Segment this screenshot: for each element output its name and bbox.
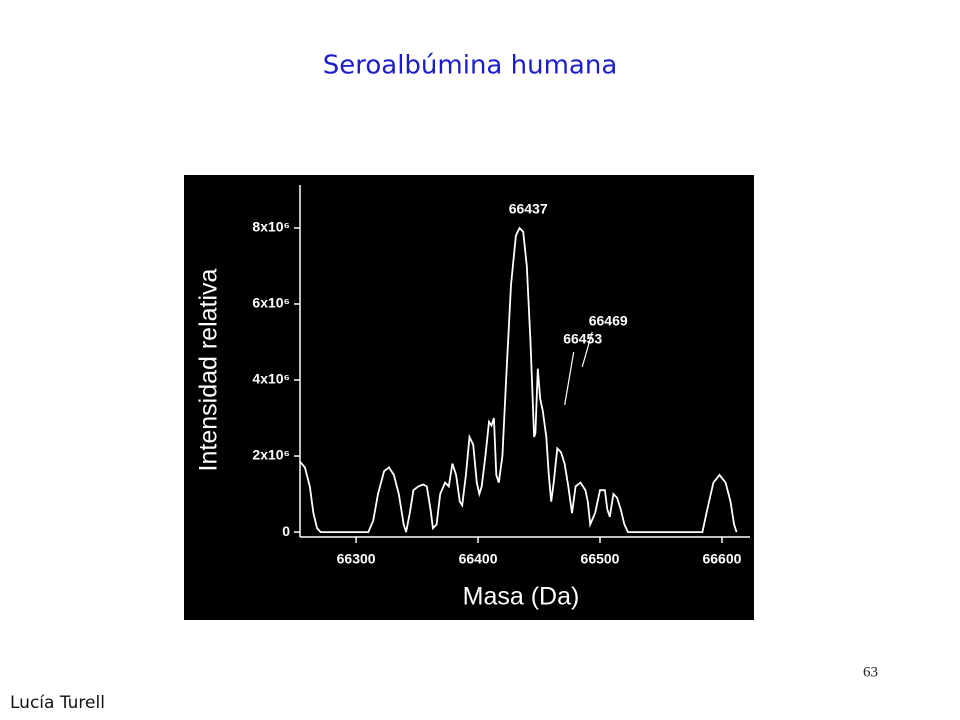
y-tick-label: 4x10⁶ (252, 371, 290, 387)
x-tick-label: 66500 (581, 551, 620, 567)
x-tick-label: 66600 (702, 551, 741, 567)
peak-label: 66437 (509, 201, 548, 217)
y-tick-label: 8x10⁶ (252, 219, 290, 235)
slide-title: Seroalbúmina humana (323, 51, 618, 81)
y-tick-label: 6x10⁶ (252, 295, 290, 311)
x-tick-label: 66300 (337, 551, 376, 567)
x-tick-label: 66400 (459, 551, 498, 567)
y-tick-label: 0 (282, 523, 290, 539)
page-number: 63 (863, 664, 878, 680)
leader-line (581, 331, 593, 368)
y-axis-label: Intensidad relativa (195, 268, 223, 471)
author: Lucía Turell (10, 693, 105, 713)
leader-line (564, 351, 575, 406)
peak-label: 66453 (563, 331, 602, 347)
peak-label: 66469 (589, 313, 628, 329)
spectrum-line (299, 226, 738, 533)
y-tick-label: 2x10⁶ (252, 447, 290, 463)
x-axis-label: Masa (Da) (463, 583, 580, 611)
chart-background (184, 175, 754, 620)
